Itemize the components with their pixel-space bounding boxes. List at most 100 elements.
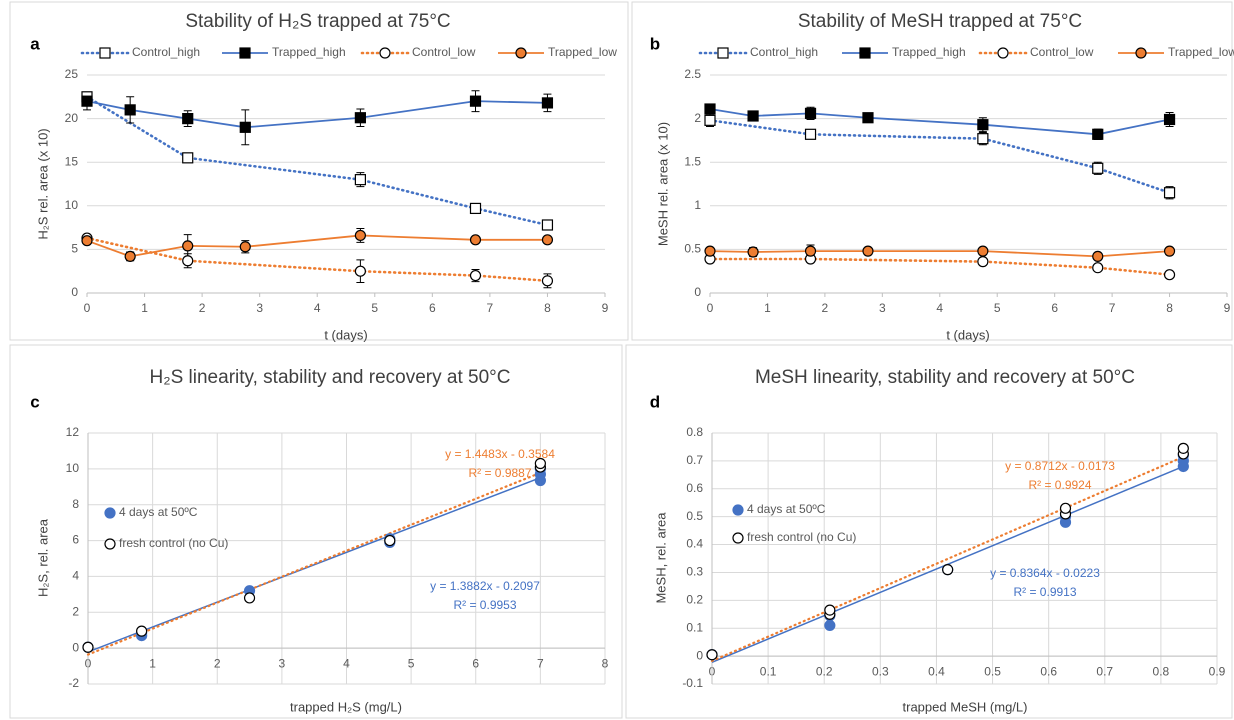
marker — [136, 625, 148, 637]
x-tick-label: 5 — [408, 656, 415, 670]
x-tick-label: 5 — [371, 301, 378, 315]
y-tick-label: 0.1 — [686, 620, 703, 634]
x-tick-label: 0.9 — [1209, 664, 1226, 678]
y-axis-label: MeSH rel. area (x 10) — [655, 122, 670, 246]
x-tick-label: 8 — [602, 656, 609, 670]
marker — [124, 250, 136, 262]
y-tick-label: 0 — [696, 648, 703, 662]
legend-marker — [1135, 47, 1147, 59]
marker — [1163, 245, 1176, 257]
legend-label: fresh control (no Cu) — [119, 536, 228, 550]
x-tick-label: 2 — [199, 301, 206, 315]
x-tick-label: 6 — [429, 301, 436, 315]
legend-marker — [104, 538, 116, 550]
legend-label: 4 days at 50ºC — [747, 502, 826, 516]
trendline — [710, 455, 1185, 663]
marker — [354, 265, 366, 277]
chart-title: Stability of H₂S trapped at 75°C — [185, 11, 450, 32]
legend-marker — [732, 504, 744, 516]
y-tick-label: 0.6 — [686, 481, 703, 495]
legend-marker — [379, 47, 391, 59]
marker — [384, 534, 396, 547]
y-axis-label: H₂S rel. area (x 10) — [35, 128, 50, 239]
x-tick-label: 4 — [343, 656, 350, 670]
marker — [977, 256, 989, 268]
y-tick-label: 20 — [65, 111, 79, 125]
x-tick-label: 2 — [822, 301, 829, 315]
x-tick-label: 0.7 — [1096, 664, 1113, 678]
marker — [354, 229, 366, 242]
y-tick-label: 10 — [66, 461, 80, 475]
legend-marker — [732, 532, 744, 544]
x-tick-label: 2 — [214, 656, 221, 670]
x-tick-label: 0 — [84, 301, 91, 315]
x-tick-label: 7 — [1109, 301, 1116, 315]
marker — [534, 457, 546, 470]
marker — [804, 128, 817, 140]
marker — [1092, 250, 1104, 262]
y-tick-label: 10 — [65, 198, 79, 212]
y-tick-label: 0.7 — [686, 453, 703, 467]
legend-marker — [717, 47, 729, 59]
y-tick-label: 0.5 — [684, 242, 701, 256]
x-tick-label: 0.8 — [1153, 664, 1170, 678]
legend-label: fresh control (no Cu) — [747, 530, 856, 544]
y-tick-label: 0 — [694, 285, 701, 299]
y-tick-label: 12 — [66, 425, 80, 439]
x-axis-label: trapped H₂S (mg/L) — [290, 699, 402, 714]
x-tick-label: 3 — [279, 656, 286, 670]
marker — [704, 245, 716, 257]
x-tick-label: 8 — [1166, 301, 1173, 315]
y-tick-label: 0 — [71, 285, 78, 299]
marker — [1092, 162, 1104, 174]
x-tick-label: 0.3 — [872, 664, 889, 678]
marker — [747, 246, 759, 258]
marker — [354, 112, 366, 124]
marker — [469, 202, 482, 215]
legend-label: Trapped_low — [548, 45, 617, 59]
marker — [1092, 262, 1104, 274]
y-tick-label: 1.5 — [684, 154, 701, 168]
legend-marker — [104, 507, 116, 519]
marker — [862, 112, 874, 124]
x-tick-label: 0 — [707, 301, 714, 315]
panel-label: c — [30, 392, 39, 411]
y-tick-label: -2 — [68, 676, 79, 690]
panel-label: d — [650, 392, 660, 411]
marker — [182, 240, 194, 252]
marker — [862, 245, 874, 257]
marker — [469, 95, 482, 107]
legend-marker — [99, 47, 111, 59]
x-tick-label: 1 — [149, 656, 156, 670]
y-tick-label: 8 — [72, 497, 79, 511]
marker — [469, 269, 482, 282]
marker — [804, 107, 817, 119]
marker — [182, 112, 194, 125]
legend-label: Control_low — [412, 45, 476, 59]
y-tick-label: 2.5 — [684, 67, 701, 81]
trendline-r-squared: R² = 0.9913 — [1013, 585, 1076, 599]
x-tick-label: 1 — [764, 301, 771, 315]
panel-frame — [625, 344, 1233, 719]
x-tick-label: 0.1 — [760, 664, 777, 678]
x-tick-label: 9 — [602, 301, 609, 315]
legend-label: Control_high — [750, 45, 818, 59]
y-tick-label: 2 — [72, 604, 79, 618]
marker — [541, 97, 554, 109]
x-tick-label: 0.4 — [928, 664, 945, 678]
marker — [977, 245, 989, 257]
x-tick-label: 6 — [472, 656, 479, 670]
marker — [541, 234, 554, 246]
y-tick-label: 25 — [65, 67, 79, 81]
legend-label: Trapped_high — [272, 45, 346, 59]
series-line — [708, 257, 1171, 276]
trendline-r-squared: R² = 0.9887 — [468, 466, 531, 480]
marker — [81, 235, 93, 247]
legend-marker — [515, 47, 527, 59]
legend-label: Trapped_high — [892, 45, 966, 59]
marker — [704, 103, 716, 115]
trendline — [87, 476, 541, 653]
y-tick-label: -0.1 — [682, 676, 703, 690]
marker — [239, 121, 251, 133]
